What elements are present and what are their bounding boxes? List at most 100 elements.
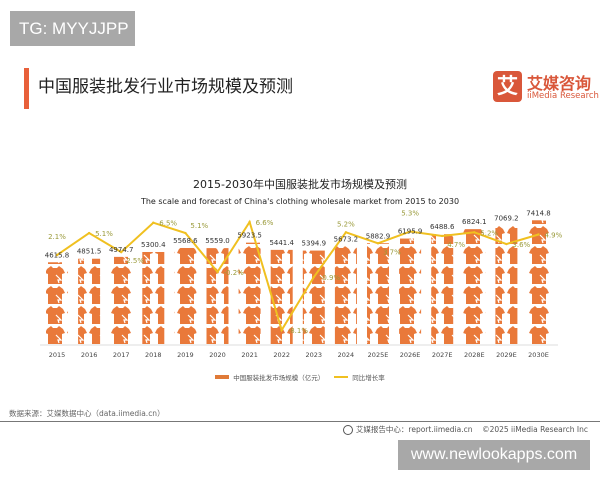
- growth-point: [441, 234, 444, 238]
- bar-value-label: 4851.5: [77, 248, 102, 256]
- x-tick-label: 2021: [241, 351, 258, 359]
- legend-bar-label: 中国服装批发市场规模（亿元）: [233, 374, 325, 382]
- bar-2026E: [399, 238, 422, 345]
- growth-label: 6.5%: [159, 220, 177, 228]
- bar-2015: [46, 262, 68, 345]
- growth-label: 5.1%: [190, 222, 208, 230]
- growth-point: [87, 231, 91, 235]
- bar-value-label: 7069.2: [494, 214, 519, 222]
- footer-info: 艾媒报告中心：report.iimedia.cn ©2025 iiMedia R…: [342, 424, 588, 435]
- bar-value-label: 7414.8: [526, 209, 551, 217]
- growth-point: [312, 275, 315, 279]
- bar-value-label: 5923.5: [237, 232, 262, 240]
- x-tick-label: 2028E: [464, 351, 485, 359]
- bar-2025E: [367, 243, 389, 345]
- logo-mark: 艾: [493, 71, 522, 102]
- growth-point: [344, 231, 348, 234]
- bar-2024: [334, 246, 357, 345]
- bar-2028E: [463, 229, 486, 345]
- watermark-top: TG: MYYJJPP: [10, 11, 135, 46]
- legend-line-label: 同比增长率: [352, 374, 385, 382]
- bar-value-label: 5300.4: [141, 241, 166, 249]
- growth-line: [56, 219, 539, 333]
- bar-2020: [206, 248, 229, 345]
- chart-title: 2015-2030年中国服装批发市场规模及预测: [193, 178, 407, 191]
- bar-2021: [238, 242, 261, 345]
- footer-report: 艾媒报告中心：report.iimedia.cn: [355, 425, 473, 434]
- growth-label: 4.7%: [447, 241, 465, 249]
- x-tick-label: 2017: [113, 351, 130, 359]
- growth-label: 6.6%: [256, 219, 274, 227]
- x-tick-label: 2022: [273, 351, 290, 359]
- growth-label: 2.1%: [48, 233, 66, 241]
- logo: 艾 艾媒咨询 iiMedia Research: [493, 70, 600, 106]
- growth-label: 2.5%: [126, 257, 144, 265]
- bar-2030E: [527, 220, 550, 345]
- growth-label: 3.7%: [383, 248, 401, 256]
- footer-divider: [0, 421, 600, 422]
- x-tick-label: 2019: [177, 351, 194, 359]
- bar-value-label: 5394.9: [302, 240, 327, 248]
- x-tick-label: 2024: [338, 351, 355, 359]
- logo-name-cn: 艾媒咨询: [527, 74, 592, 93]
- growth-label: 3.6%: [512, 241, 530, 249]
- bar-value-label: 6824.1: [462, 218, 487, 226]
- legend: 中国服装批发市场规模（亿元） 同比增长率: [0, 372, 600, 382]
- growth-point: [280, 328, 283, 332]
- bar-value-label: 6195.9: [398, 228, 423, 236]
- bar-2018: [142, 251, 165, 345]
- bar-2023: [302, 250, 325, 345]
- growth-point: [55, 253, 59, 257]
- growth-point: [184, 231, 187, 235]
- growth-label: 5.2%: [480, 229, 498, 237]
- bar-value-label: 4974.7: [109, 246, 134, 254]
- legend-bar-swatch: [215, 375, 230, 379]
- bar-value-label: 5673.2: [334, 235, 359, 243]
- bar-value-label: 5559.0: [205, 237, 230, 245]
- bar-2019: [174, 247, 197, 345]
- growth-point: [473, 231, 476, 234]
- watermark-bottom: www.newlookapps.com: [398, 440, 590, 470]
- bar-value-label: 6488.6: [430, 223, 455, 231]
- bar-2027E: [431, 234, 454, 345]
- x-tick-label: 2023: [306, 351, 323, 359]
- data-source: 数据来源：艾媒数据中心（data.iimedia.cn）: [9, 409, 165, 418]
- x-tick-label: 2016: [81, 351, 98, 359]
- growth-label: -0.9%: [320, 274, 341, 282]
- logo-name-en: iiMedia Research: [527, 91, 599, 101]
- x-tick-label: 2030E: [528, 351, 549, 359]
- growth-label: 4.9%: [545, 231, 563, 239]
- growth-point: [216, 270, 219, 274]
- growth-label: 5.1%: [95, 230, 113, 238]
- bar-2029E: [495, 225, 518, 345]
- x-tick-label: 2020: [209, 351, 226, 359]
- growth-point: [505, 242, 508, 246]
- bar-2016: [78, 258, 101, 345]
- x-tick-label: 2029E: [496, 351, 517, 359]
- growth-point: [376, 242, 380, 245]
- bar-value-label: 4615.8: [45, 251, 70, 259]
- globe-icon: [342, 425, 353, 435]
- bar-value-label: 5568.6: [173, 237, 198, 245]
- growth-label: -8.1%: [288, 327, 309, 335]
- legend-line-swatch: [334, 376, 349, 378]
- growth-label: 5.2%: [337, 220, 355, 228]
- growth-point: [248, 220, 251, 224]
- x-tick-label: 2027E: [432, 351, 453, 359]
- growth-point: [120, 250, 123, 254]
- bar-value-label: 5882.9: [366, 232, 391, 240]
- growth-point: [408, 230, 412, 233]
- x-tick-label: 2025E: [368, 351, 389, 359]
- bar-value-label: 5441.4: [269, 239, 294, 247]
- x-tick-label: 2026E: [400, 351, 421, 359]
- title-accent-bar: [24, 68, 29, 109]
- bar-2017: [110, 256, 133, 345]
- growth-label: -0.2%: [224, 269, 245, 277]
- x-tick-label: 2015: [49, 351, 66, 359]
- footer-copyright: ©2025 iiMedia Research Inc: [482, 425, 588, 434]
- x-tick-label: 2018: [145, 351, 162, 359]
- chart-subtitle: The scale and forecast of China's clothi…: [140, 197, 460, 206]
- growth-label: 5.3%: [401, 210, 419, 218]
- growth-point: [537, 233, 540, 236]
